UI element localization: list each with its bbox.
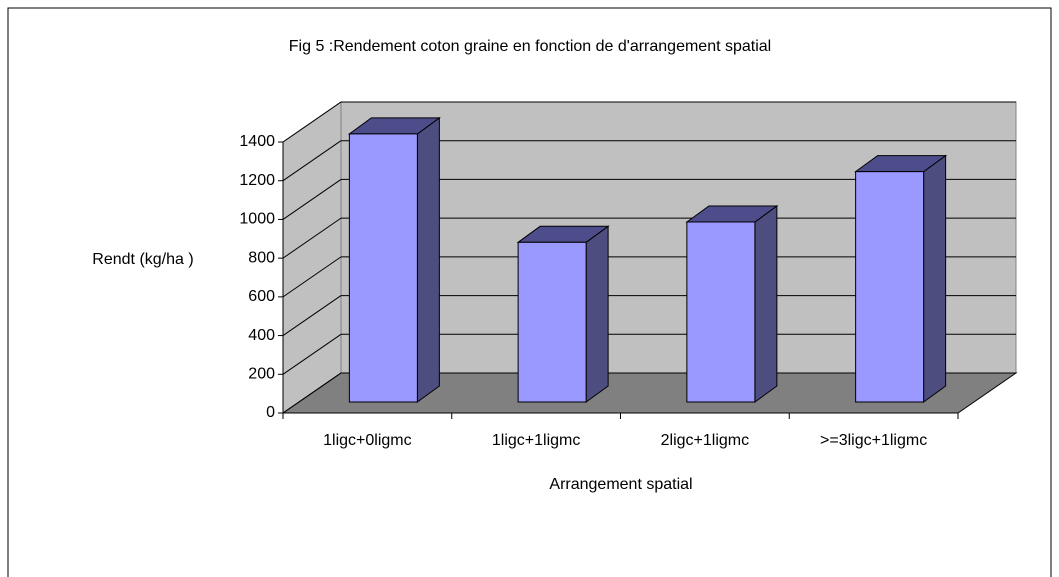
bar xyxy=(855,171,925,403)
grid-line xyxy=(282,101,342,143)
side-wall xyxy=(282,101,342,414)
bar-side xyxy=(416,116,440,403)
y-axis-title: Rendt (kg/ha ) xyxy=(92,251,193,268)
bar-side xyxy=(754,204,778,403)
grid-line xyxy=(282,295,342,336)
x-tick-label: 2ligc+1ligmc xyxy=(661,432,749,449)
y-tick-label: 800 xyxy=(248,249,275,266)
bar-side xyxy=(585,225,609,403)
grid-line xyxy=(282,256,342,298)
grid-line xyxy=(282,179,342,220)
grid-line xyxy=(282,140,342,182)
bar xyxy=(517,241,587,403)
grid-line xyxy=(282,217,342,259)
y-tick-label: 200 xyxy=(248,366,275,383)
y-tick-label: 0 xyxy=(266,404,275,421)
y-tick-label: 1000 xyxy=(239,211,275,228)
bar xyxy=(348,133,418,403)
x-tick-label: 1ligc+1ligmc xyxy=(492,432,580,449)
bar xyxy=(686,221,756,403)
x-tick-label: >=3ligc+1ligmc xyxy=(820,432,927,449)
chart-title: Fig 5 :Rendement coton graine en fonctio… xyxy=(289,38,771,55)
y-tick-label: 1200 xyxy=(239,172,275,189)
y-tick-label: 1400 xyxy=(239,133,275,150)
x-tick-label: 1ligc+0ligmc xyxy=(323,432,411,449)
chart-border xyxy=(7,7,1052,577)
grid-line xyxy=(282,372,342,414)
y-tick-label: 400 xyxy=(248,327,275,344)
bar-side xyxy=(923,154,947,403)
x-axis-title: Arrangement spatial xyxy=(549,476,692,493)
grid-line xyxy=(282,333,342,375)
y-tick-label: 600 xyxy=(248,288,275,305)
